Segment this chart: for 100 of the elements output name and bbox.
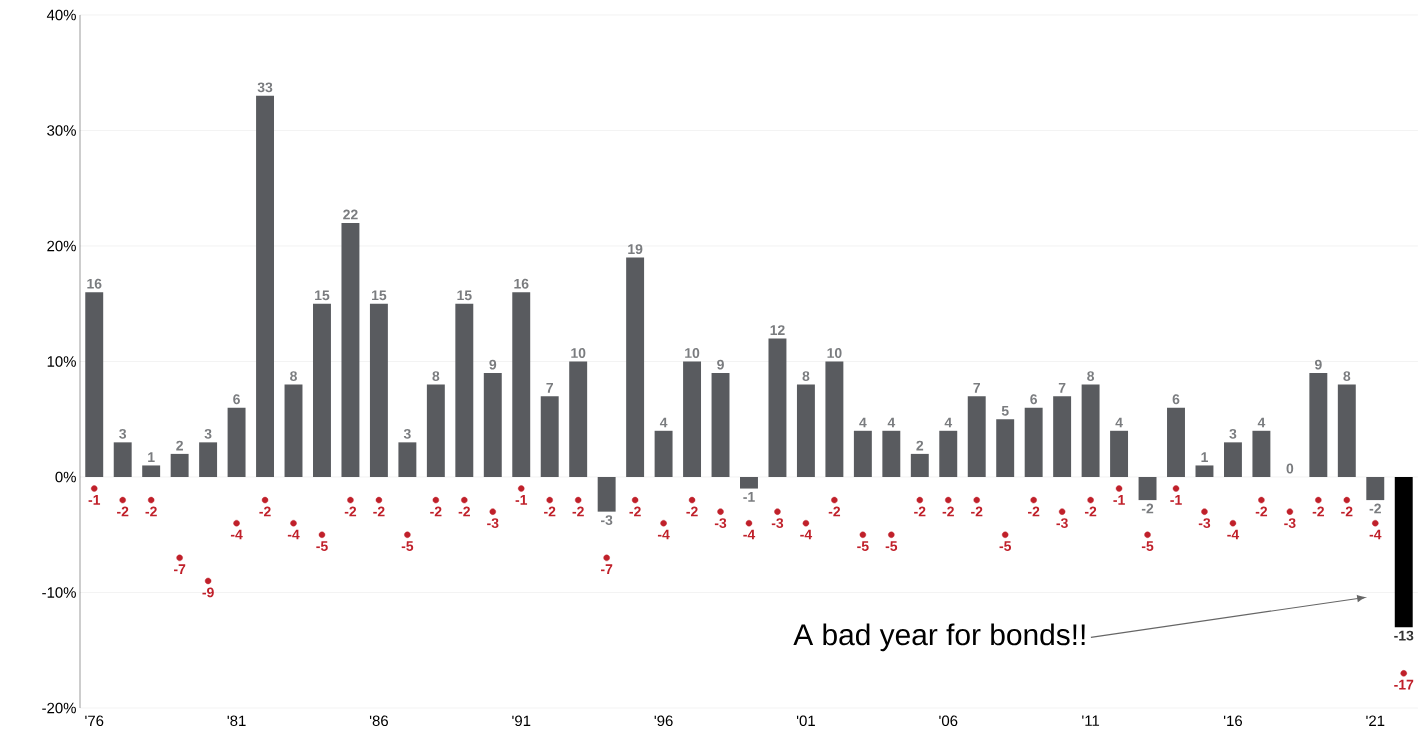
data-label: 9 (717, 359, 724, 370)
data-label: -2 (1312, 506, 1324, 517)
bar (1053, 396, 1072, 477)
point (1258, 496, 1265, 504)
data-label: -2 (145, 506, 157, 517)
point (290, 520, 297, 527)
data-label: -3 (714, 518, 727, 529)
data-label: 12 (770, 325, 785, 335)
bar (853, 430, 872, 477)
y-tick-label: 0% (55, 471, 76, 483)
data-label: -2 (430, 506, 442, 517)
point (1002, 531, 1009, 538)
data-label: 9 (1314, 359, 1322, 370)
data-label: -2 (1255, 506, 1268, 517)
bar (996, 419, 1015, 477)
bar (426, 384, 445, 477)
data-label: 6 (1030, 394, 1038, 405)
y-tick-label: 20% (47, 240, 76, 252)
data-label: -2 (117, 506, 129, 517)
point (1115, 485, 1123, 492)
bar (654, 430, 673, 477)
data-label: -13 (1394, 630, 1414, 641)
point (1172, 485, 1180, 492)
bar (512, 292, 531, 477)
point (1201, 508, 1208, 515)
data-label: 8 (1087, 371, 1095, 382)
data-label: 0 (1286, 463, 1294, 474)
point (489, 508, 496, 515)
point (546, 496, 553, 504)
data-label: -5 (1141, 541, 1154, 552)
point (888, 531, 895, 538)
data-label: -2 (686, 506, 698, 517)
bar (597, 477, 616, 512)
x-tick-label: '86 (369, 715, 388, 727)
x-tick-label: '01 (796, 715, 815, 727)
point (147, 496, 155, 504)
data-label: -7 (601, 564, 613, 574)
point (176, 554, 183, 562)
point (233, 520, 240, 527)
data-label: -2 (828, 506, 841, 517)
point (518, 485, 525, 492)
point (1343, 496, 1351, 504)
bar (1309, 373, 1328, 477)
bar (455, 303, 474, 477)
point (1286, 508, 1294, 515)
data-label: 8 (1343, 371, 1351, 382)
data-label: -4 (657, 529, 670, 540)
bar (1337, 384, 1356, 477)
data-label: -2 (1341, 506, 1353, 517)
point (660, 520, 667, 527)
bar (711, 373, 730, 477)
x-tick-label: '16 (1223, 715, 1243, 727)
data-label: 3 (1229, 428, 1237, 439)
data-label: -1 (515, 495, 528, 505)
point (1144, 531, 1151, 538)
data-label: 33 (257, 82, 273, 93)
data-label: 7 (546, 383, 553, 393)
bar (284, 384, 303, 477)
data-label: 15 (457, 290, 472, 301)
point (1372, 520, 1379, 527)
data-label: -5 (316, 541, 328, 552)
point (802, 520, 810, 527)
bar (85, 292, 104, 477)
data-label: 7 (973, 383, 980, 393)
bar (1223, 442, 1242, 477)
data-label: 22 (343, 209, 358, 220)
data-label: 10 (571, 348, 586, 358)
point (1229, 520, 1237, 527)
data-label: -4 (800, 529, 813, 540)
point (1058, 508, 1066, 515)
data-label: -2 (1369, 503, 1381, 514)
y-tick-label: -20% (42, 702, 76, 714)
bar (369, 303, 388, 477)
data-label: 6 (233, 394, 240, 405)
point (859, 531, 867, 538)
data-label: -4 (287, 529, 300, 540)
bar (199, 442, 218, 477)
point (688, 496, 696, 504)
data-label: 15 (315, 290, 330, 301)
bar (1394, 477, 1413, 628)
data-label: -2 (914, 506, 926, 517)
point (119, 496, 126, 504)
data-label: -1 (743, 492, 755, 502)
data-label: 3 (119, 428, 127, 439)
bar (341, 222, 360, 477)
x-tick-label: '96 (654, 715, 673, 727)
data-label: -5 (401, 541, 414, 552)
data-label: -3 (1056, 518, 1068, 529)
data-label: 8 (290, 371, 297, 382)
bar (1110, 430, 1129, 477)
data-label: 5 (1001, 406, 1009, 416)
bar (967, 396, 986, 477)
bar (227, 407, 246, 477)
bar (740, 477, 758, 489)
data-label: -1 (88, 495, 101, 505)
annotation: A bad year for bonds!! (793, 623, 1085, 652)
data-label: -4 (1227, 529, 1240, 540)
point (831, 496, 838, 504)
point (375, 496, 383, 504)
data-label: -5 (999, 541, 1012, 552)
